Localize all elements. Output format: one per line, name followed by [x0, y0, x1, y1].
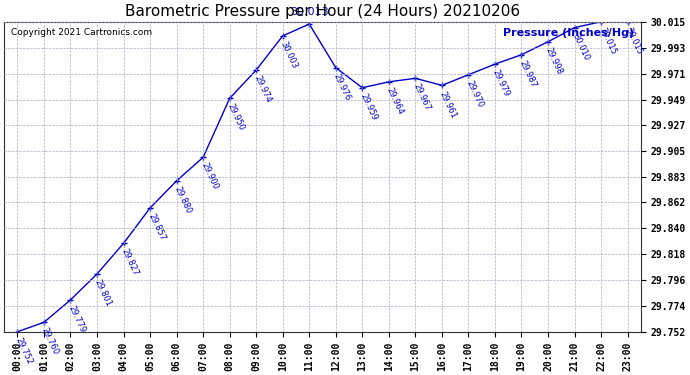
Text: 29.979: 29.979 [491, 68, 511, 98]
Text: 29.967: 29.967 [411, 82, 432, 112]
Text: 29.779: 29.779 [66, 304, 87, 334]
Text: 30.010: 30.010 [571, 32, 591, 62]
Text: 29.880: 29.880 [172, 185, 193, 215]
Text: 29.964: 29.964 [385, 86, 405, 116]
Title: Barometric Pressure per Hour (24 Hours) 20210206: Barometric Pressure per Hour (24 Hours) … [125, 4, 520, 19]
Text: 29.900: 29.900 [199, 162, 219, 191]
Text: 29.959: 29.959 [358, 92, 379, 122]
Text: 29.976: 29.976 [332, 72, 353, 102]
Text: 29.760: 29.760 [40, 327, 61, 357]
Text: 30.013: 30.013 [290, 7, 328, 17]
Text: 30.015: 30.015 [624, 26, 644, 56]
Text: 29.987: 29.987 [518, 59, 538, 89]
Text: 29.974: 29.974 [253, 74, 273, 104]
Text: 29.998: 29.998 [544, 46, 564, 76]
Text: 30.015: 30.015 [597, 26, 618, 56]
Text: 29.752: 29.752 [13, 336, 34, 366]
Text: 29.827: 29.827 [119, 248, 140, 278]
Text: 29.970: 29.970 [464, 79, 485, 109]
Text: 30.003: 30.003 [279, 40, 299, 70]
Text: 29.857: 29.857 [146, 212, 166, 242]
Text: Copyright 2021 Cartronics.com: Copyright 2021 Cartronics.com [10, 28, 152, 37]
Text: 29.961: 29.961 [438, 90, 458, 120]
Text: 29.950: 29.950 [226, 102, 246, 132]
Text: 29.801: 29.801 [93, 278, 113, 308]
Text: Pressure (Inches/Hg): Pressure (Inches/Hg) [504, 28, 635, 38]
